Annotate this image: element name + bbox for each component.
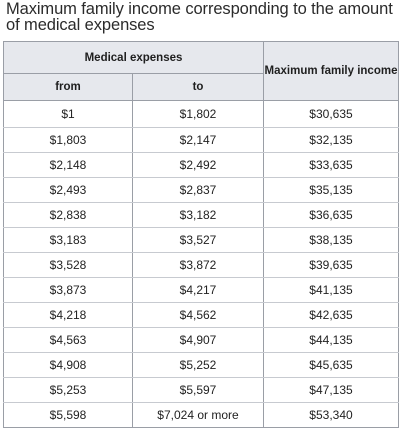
max-income-cell: $53,340 (263, 402, 399, 428)
to-cell: $4,907 (132, 327, 264, 353)
table-body: $1 $1,802 $30,635 $1,803 $2,147 $32,135 $2,1… (3, 100, 399, 428)
to-cell: $2,147 (132, 127, 264, 153)
table-row: $4,218 $4,562 $42,635 (3, 302, 399, 328)
max-income-cell: $39,635 (263, 252, 399, 278)
max-income-cell: $45,635 (263, 352, 399, 378)
to-cell: $3,527 (132, 227, 264, 253)
from-cell: $4,908 (3, 352, 133, 378)
max-income-cell: $33,635 (263, 152, 399, 178)
table-row: $5,253 $5,597 $47,135 (3, 377, 399, 403)
to-cell: $7,024 or more (132, 402, 264, 428)
table-row: $1,803 $2,147 $32,135 (3, 127, 399, 153)
to-cell: $4,562 (132, 302, 264, 328)
from-cell: $1 (3, 100, 133, 128)
to-header: to (132, 73, 264, 101)
to-cell: $4,217 (132, 277, 264, 303)
from-cell: $2,148 (3, 152, 133, 178)
from-cell: $3,183 (3, 227, 133, 253)
max-income-cell: $32,135 (263, 127, 399, 153)
max-income-cell: $38,135 (263, 227, 399, 253)
from-cell: $2,493 (3, 177, 133, 203)
table-row: $1 $1,802 $30,635 (3, 100, 399, 128)
max-income-header: Maximum family income (263, 41, 399, 101)
table-row: $2,838 $3,182 $36,635 (3, 202, 399, 228)
table-row: $4,908 $5,252 $45,635 (3, 352, 399, 378)
table-row: $2,148 $2,492 $33,635 (3, 152, 399, 178)
max-income-cell: $42,635 (263, 302, 399, 328)
from-cell: $5,253 (3, 377, 133, 403)
to-cell: $2,492 (132, 152, 264, 178)
from-header: from (3, 73, 133, 101)
table-row: $5,598 $7,024 or more $53,340 (3, 402, 399, 428)
from-cell: $5,598 (3, 402, 133, 428)
from-cell: $3,528 (3, 252, 133, 278)
max-income-cell: $30,635 (263, 100, 399, 128)
table-row: $3,183 $3,527 $38,135 (3, 227, 399, 253)
from-cell: $1,803 (3, 127, 133, 153)
to-cell: $3,872 (132, 252, 264, 278)
max-income-cell: $44,135 (263, 327, 399, 353)
max-income-cell: $36,635 (263, 202, 399, 228)
to-cell: $5,252 (132, 352, 264, 378)
from-cell: $4,563 (3, 327, 133, 353)
to-cell: $3,182 (132, 202, 264, 228)
to-cell: $2,837 (132, 177, 264, 203)
medical-expenses-header: Medical expenses (3, 41, 264, 74)
to-cell: $5,597 (132, 377, 264, 403)
table-row: $4,563 $4,907 $44,135 (3, 327, 399, 353)
from-cell: $3,873 (3, 277, 133, 303)
table-row: $3,528 $3,872 $39,635 (3, 252, 399, 278)
from-cell: $4,218 (3, 302, 133, 328)
table-header: Medical expenses Maximum family income f… (3, 41, 399, 101)
table-row: $2,493 $2,837 $35,135 (3, 177, 399, 203)
page-title: Maximum family income corresponding to t… (6, 0, 393, 34)
max-income-cell: $41,135 (263, 277, 399, 303)
max-income-cell: $47,135 (263, 377, 399, 403)
from-cell: $2,838 (3, 202, 133, 228)
to-cell: $1,802 (132, 100, 264, 128)
table-row: $3,873 $4,217 $41,135 (3, 277, 399, 303)
income-table: Medical expenses Maximum family income f… (3, 41, 399, 428)
max-income-cell: $35,135 (263, 177, 399, 203)
